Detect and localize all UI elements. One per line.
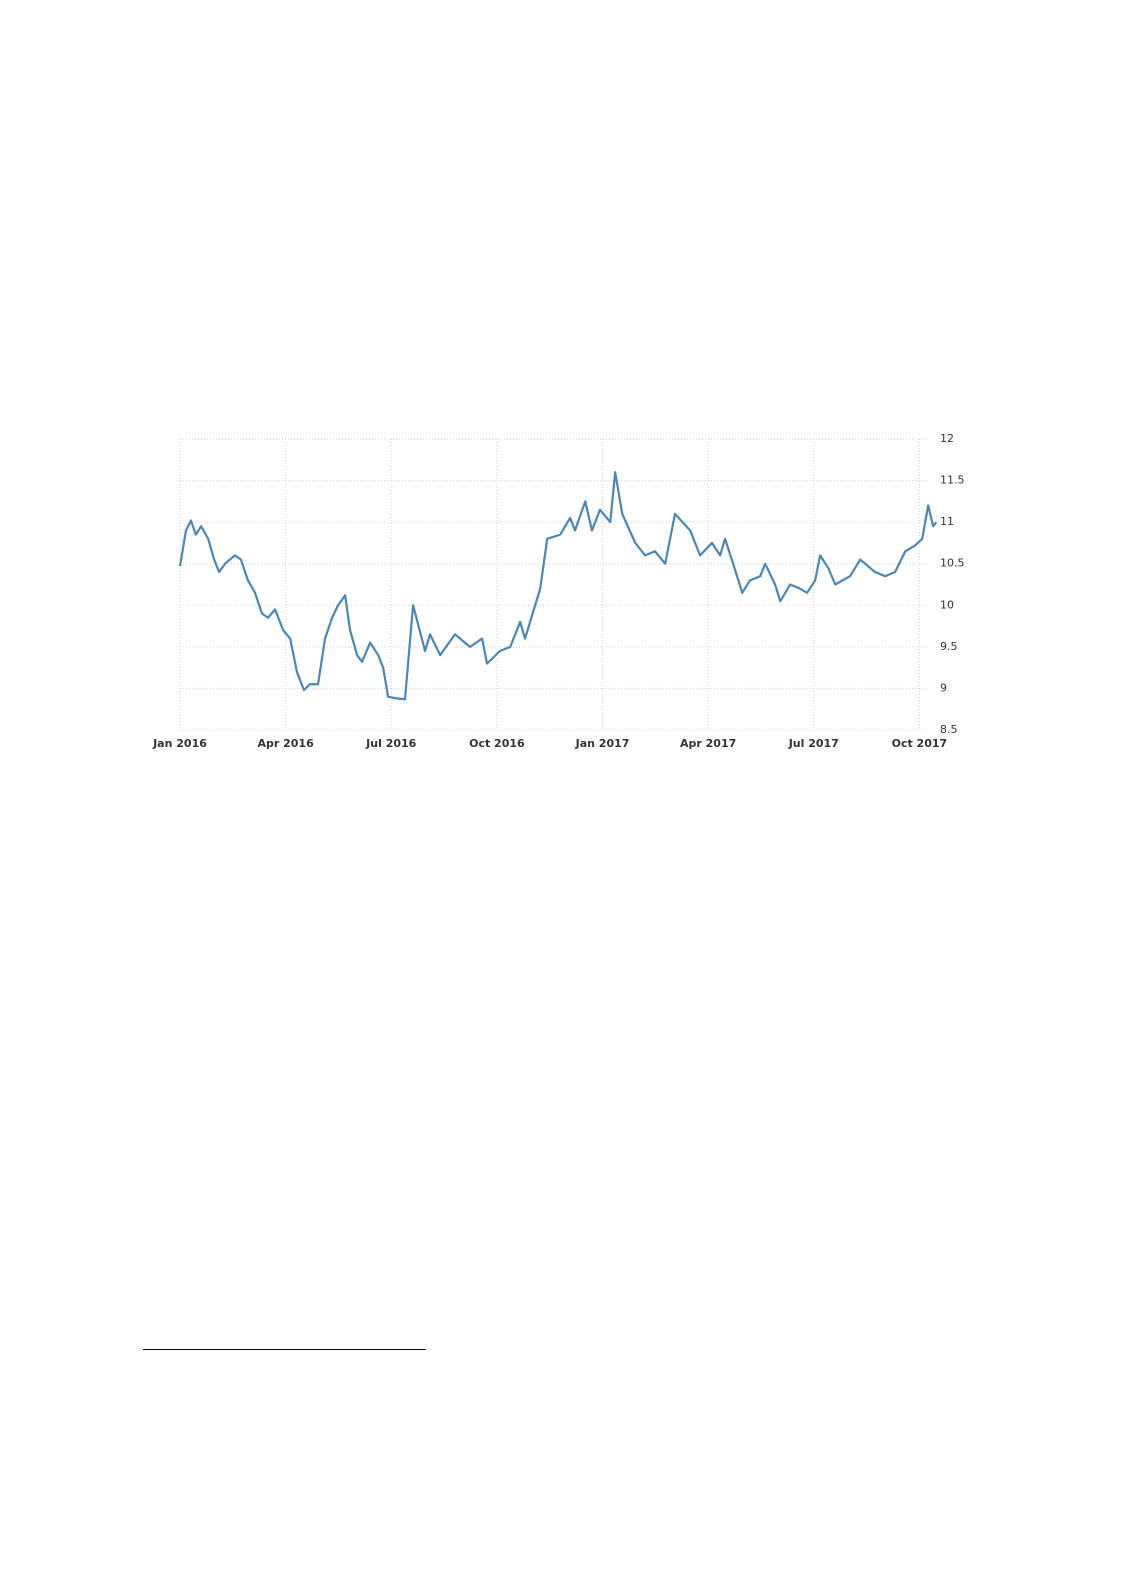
data-line (178, 471, 938, 701)
chart: 8.5 9 9.5 10 10.5 11 11.5 12 Jan 2016 Apr 2016 Jul… (152, 432, 965, 750)
y-tick-label: 8.5 (940, 723, 958, 736)
footnote-rule (143, 1349, 426, 1350)
x-tick-label: Oct 2016 (469, 737, 525, 750)
x-tick-label: Jul 2016 (365, 737, 416, 750)
y-tick-label: 10 (940, 598, 954, 611)
y-tick-label: 9 (940, 681, 947, 694)
y-tick-label: 10.5 (940, 557, 965, 570)
x-tick-label: Jan 2017 (575, 737, 630, 750)
x-tick-label: Apr 2016 (257, 737, 314, 750)
y-tick-label: 9.5 (940, 640, 958, 653)
y-tick-label: 11 (940, 515, 954, 528)
x-tick-label: Apr 2017 (680, 737, 736, 750)
y-tick-label: 11.5 (940, 474, 965, 487)
x-tick-label: Jan 2016 (152, 737, 207, 750)
y-tick-label: 12 (940, 432, 954, 445)
x-tick-label: Jul 2017 (788, 737, 839, 750)
x-tick-label: Oct 2017 (892, 737, 948, 750)
